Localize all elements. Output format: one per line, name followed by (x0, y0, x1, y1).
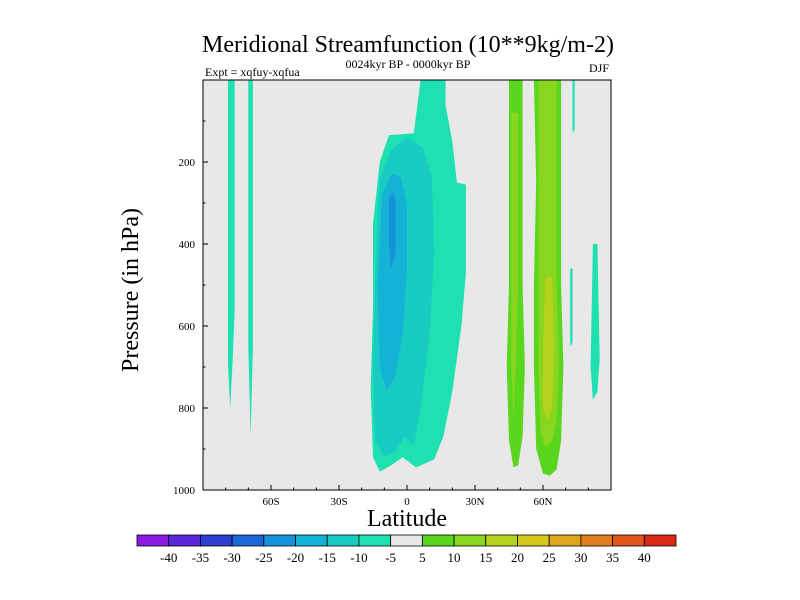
colorbar-swatch (580, 534, 613, 547)
colorbar-label: -25 (255, 550, 272, 565)
colorbar-label: 30 (574, 550, 587, 565)
colorbar-label: -40 (160, 550, 177, 565)
colorbar-swatch (453, 534, 487, 547)
contour-region-north-polar-thin-c (590, 244, 600, 400)
colorbar-swatch (326, 534, 360, 547)
y-tick-label: 600 (179, 321, 196, 333)
colorbar-label: 40 (638, 550, 651, 565)
experiment-label: Expt = xqfuy-xqfua (205, 65, 300, 79)
colorbar-label: -15 (319, 550, 336, 565)
colorbar-swatch (643, 534, 677, 547)
contour-regions (227, 80, 600, 476)
colorbar-swatch (231, 534, 265, 547)
x-tick-label: 60N (534, 496, 553, 508)
colorbar-label: 20 (511, 550, 524, 565)
x-tick-label: 0 (404, 496, 410, 508)
y-tick-label: 1000 (173, 485, 196, 497)
colorbar-swatch (200, 534, 233, 547)
x-tick-label: 30N (466, 496, 485, 508)
contour-region-tropical-cell-inner (377, 174, 407, 392)
contour-region-north-midlat-band-inner (511, 112, 519, 417)
y-tick-label: 800 (179, 403, 196, 415)
y-axis-label: Pressure (in hPa) (118, 208, 144, 372)
colorbar-label: -30 (223, 550, 240, 565)
contour-region-south-polar-band-a (227, 80, 235, 408)
colorbar-label: 5 (419, 550, 426, 565)
colorbar-swatch (295, 534, 328, 547)
colorbar-label: 35 (606, 550, 619, 565)
colorbar-swatch (263, 534, 296, 547)
period-label: 0024kyr BP - 0000kyr BP (346, 57, 471, 71)
colorbar-swatch (517, 534, 550, 547)
colorbar-label: 15 (479, 550, 492, 565)
colorbar-swatch (612, 534, 645, 547)
contour-region-north-polar-thin-b (570, 268, 573, 347)
colorbar-swatch (421, 534, 455, 547)
colorbar-label: 10 (448, 550, 461, 565)
x-axis-label: Latitude (367, 506, 447, 532)
colorbar-label: -10 (350, 550, 367, 565)
colorbar-swatch (136, 534, 170, 547)
colorbar-swatch (390, 534, 423, 547)
contour-region-north-highlat-band-core (543, 276, 555, 421)
season-label: DJF (589, 61, 609, 75)
y-tick-label: 400 (179, 239, 196, 251)
contour-region-tropical-cell-core (388, 190, 396, 269)
x-axis-ticks: 60S 30S 0 30N 60N (225, 485, 589, 508)
contour-region-south-polar-band-b (248, 80, 253, 437)
colorbar-swatch (168, 534, 201, 547)
chart-title: Meridional Streamfunction (10**9kg/m-2) (202, 32, 614, 58)
colorbar-label: 25 (543, 550, 556, 565)
y-axis-ticks: 200 400 600 800 1000 (173, 120, 208, 497)
y-tick-label: 200 (179, 157, 196, 169)
x-tick-label: 60S (262, 496, 279, 508)
colorbar-label: -5 (385, 550, 396, 565)
colorbar-swatch (358, 534, 392, 547)
colorbar-swatch (548, 534, 582, 547)
colorbar-label: -20 (287, 550, 304, 565)
colorbar-swatch (485, 534, 518, 547)
contour-region-north-polar-thin-a (572, 80, 575, 134)
colorbar: -40 -35 -30 -25 -20 -15 -10 -5 5 10 15 20 25 30 35 40 (136, 534, 677, 565)
x-tick-label: 30S (330, 496, 347, 508)
colorbar-label: -35 (192, 550, 209, 565)
